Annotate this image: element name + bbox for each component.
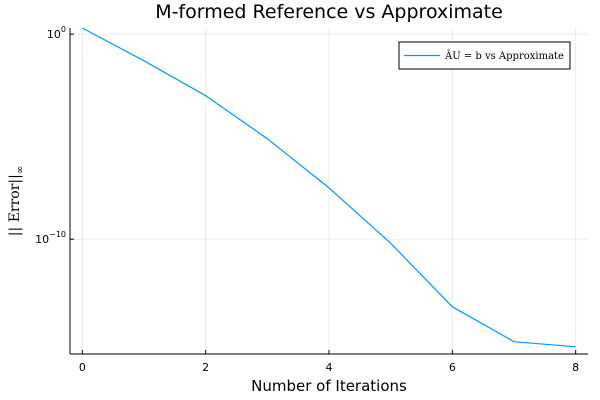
x-tick-label: 0 (79, 361, 86, 374)
x-tick-label: 4 (326, 361, 333, 374)
grid-lines (70, 28, 588, 354)
svg-text:|| Error||∞: || Error||∞ (7, 166, 26, 236)
y-axis-label-subscript: ∞ (15, 166, 26, 174)
y-axis-label: || Error|| (7, 174, 23, 236)
legend: ÂU = b vs Approximate (398, 41, 571, 70)
chart-title: M-formed Reference vs Approximate (155, 1, 503, 23)
legend-entry: ÂU = b vs Approximate (444, 50, 564, 62)
series-group (82, 27, 576, 348)
x-tick-label: 6 (449, 361, 456, 374)
x-tick-label: 2 (202, 361, 209, 374)
legend-box (398, 41, 571, 70)
series-line (82, 27, 576, 348)
x-ticks: 0 2 4 6 8 (79, 350, 579, 374)
y-ticks: 100 10−10 (35, 25, 74, 246)
x-tick-label: 8 (572, 361, 579, 374)
x-axis-label: Number of Iterations (251, 377, 407, 395)
y-tick-label: 10−10 (35, 230, 66, 246)
y-axis-label-group: || Error||∞ (7, 166, 26, 236)
y-tick-label: 100 (47, 25, 66, 41)
